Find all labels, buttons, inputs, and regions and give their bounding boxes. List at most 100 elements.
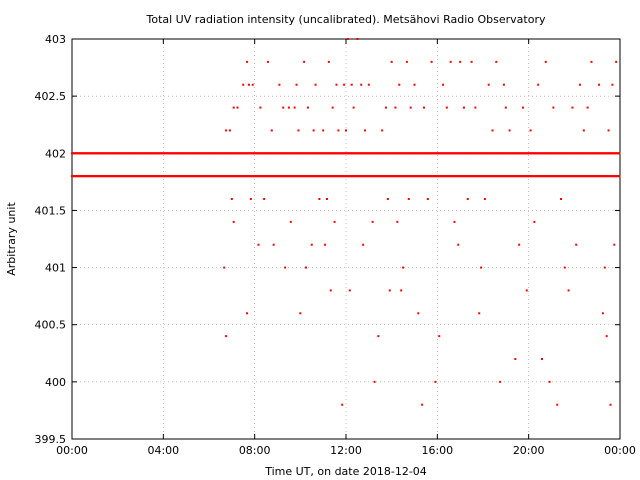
y-tick-label: 400.5 [35, 319, 67, 332]
data-point [483, 198, 486, 200]
data-point [384, 106, 387, 109]
data-point [390, 60, 393, 63]
x-tick-label: 04:00 [147, 444, 179, 457]
data-point [371, 220, 374, 223]
data-point [232, 220, 235, 223]
data-point [341, 403, 344, 406]
data-point [590, 60, 593, 63]
y-tick-label: 401.5 [35, 204, 67, 217]
data-point [249, 198, 252, 200]
data-point [567, 289, 570, 292]
data-point [394, 106, 397, 109]
data-point [272, 243, 275, 246]
data-point [299, 312, 302, 315]
data-point [423, 106, 426, 109]
x-tick-labels: 00:00 04:00 08:00 12:00 16:00 20:00 00:00 [56, 444, 636, 457]
data-point [259, 106, 262, 109]
data-point [327, 60, 330, 63]
data-point [409, 106, 412, 109]
data-point [544, 60, 547, 63]
data-point [609, 403, 612, 406]
data-point [364, 129, 367, 132]
data-point [360, 83, 363, 86]
data-point [350, 83, 353, 86]
data-point [571, 106, 574, 109]
data-point [388, 289, 391, 292]
data-point [560, 198, 563, 200]
data-point [377, 335, 380, 338]
data-point [491, 129, 494, 132]
grid-lines [72, 39, 620, 439]
data-point [396, 220, 399, 223]
data-point [618, 152, 621, 155]
data-point [228, 129, 231, 132]
x-axis-label: Time UT, on date 2018-12-04 [264, 465, 427, 478]
data-point [278, 83, 281, 86]
data-point [373, 380, 376, 383]
x-tick-label: 20:00 [513, 444, 545, 457]
data-point [297, 129, 300, 132]
data-point [337, 129, 340, 132]
data-point [345, 129, 347, 132]
data-point [236, 106, 239, 109]
data-point [346, 38, 349, 40]
data-point [333, 220, 336, 223]
x-tick-label: 00:00 [604, 444, 636, 457]
data-point [607, 129, 610, 132]
data-point [563, 266, 566, 269]
data-point [318, 198, 321, 200]
data-point [293, 106, 296, 109]
data-point [310, 243, 313, 246]
data-point [230, 198, 233, 200]
data-point [529, 129, 532, 132]
data-point [598, 83, 601, 86]
data-point [322, 129, 325, 132]
data-point [356, 38, 359, 40]
data-point [582, 129, 585, 132]
data-point [495, 60, 498, 63]
data-point [453, 220, 456, 223]
data-point [601, 312, 604, 315]
y-tick-label: 401 [45, 262, 66, 275]
data-point [575, 243, 578, 246]
data-point [270, 129, 273, 132]
data-point [462, 106, 465, 109]
data-point [367, 83, 370, 86]
data-point [487, 83, 490, 86]
data-point [402, 266, 405, 269]
data-point [548, 380, 551, 383]
data-point [499, 380, 502, 383]
data-point [329, 289, 332, 292]
data-point [430, 60, 433, 63]
data-point [325, 198, 328, 200]
data-point [246, 60, 249, 63]
data-point [618, 175, 621, 178]
data-point [225, 129, 228, 132]
data-point [615, 60, 618, 63]
data-point [478, 312, 481, 315]
data-point [556, 403, 559, 406]
data-point [502, 83, 505, 86]
y-tick-label: 402.5 [35, 90, 67, 103]
data-point [413, 83, 416, 86]
data-point [457, 243, 460, 246]
data-point [611, 83, 614, 86]
y-axis-label: Arbitrary unit [5, 202, 18, 276]
data-point [343, 83, 346, 86]
data-point [257, 243, 260, 246]
y-tick-label: 403 [45, 33, 66, 46]
data-point [605, 335, 608, 338]
data-point [586, 106, 589, 109]
data-point [474, 106, 477, 109]
data-point [508, 129, 511, 132]
data-point [521, 106, 524, 109]
data-point [533, 220, 536, 223]
data-point [613, 243, 616, 246]
data-point [305, 266, 308, 269]
data-point [514, 358, 517, 360]
data-point [381, 129, 384, 132]
y-tick-label: 402 [45, 147, 66, 160]
data-point [314, 83, 317, 86]
